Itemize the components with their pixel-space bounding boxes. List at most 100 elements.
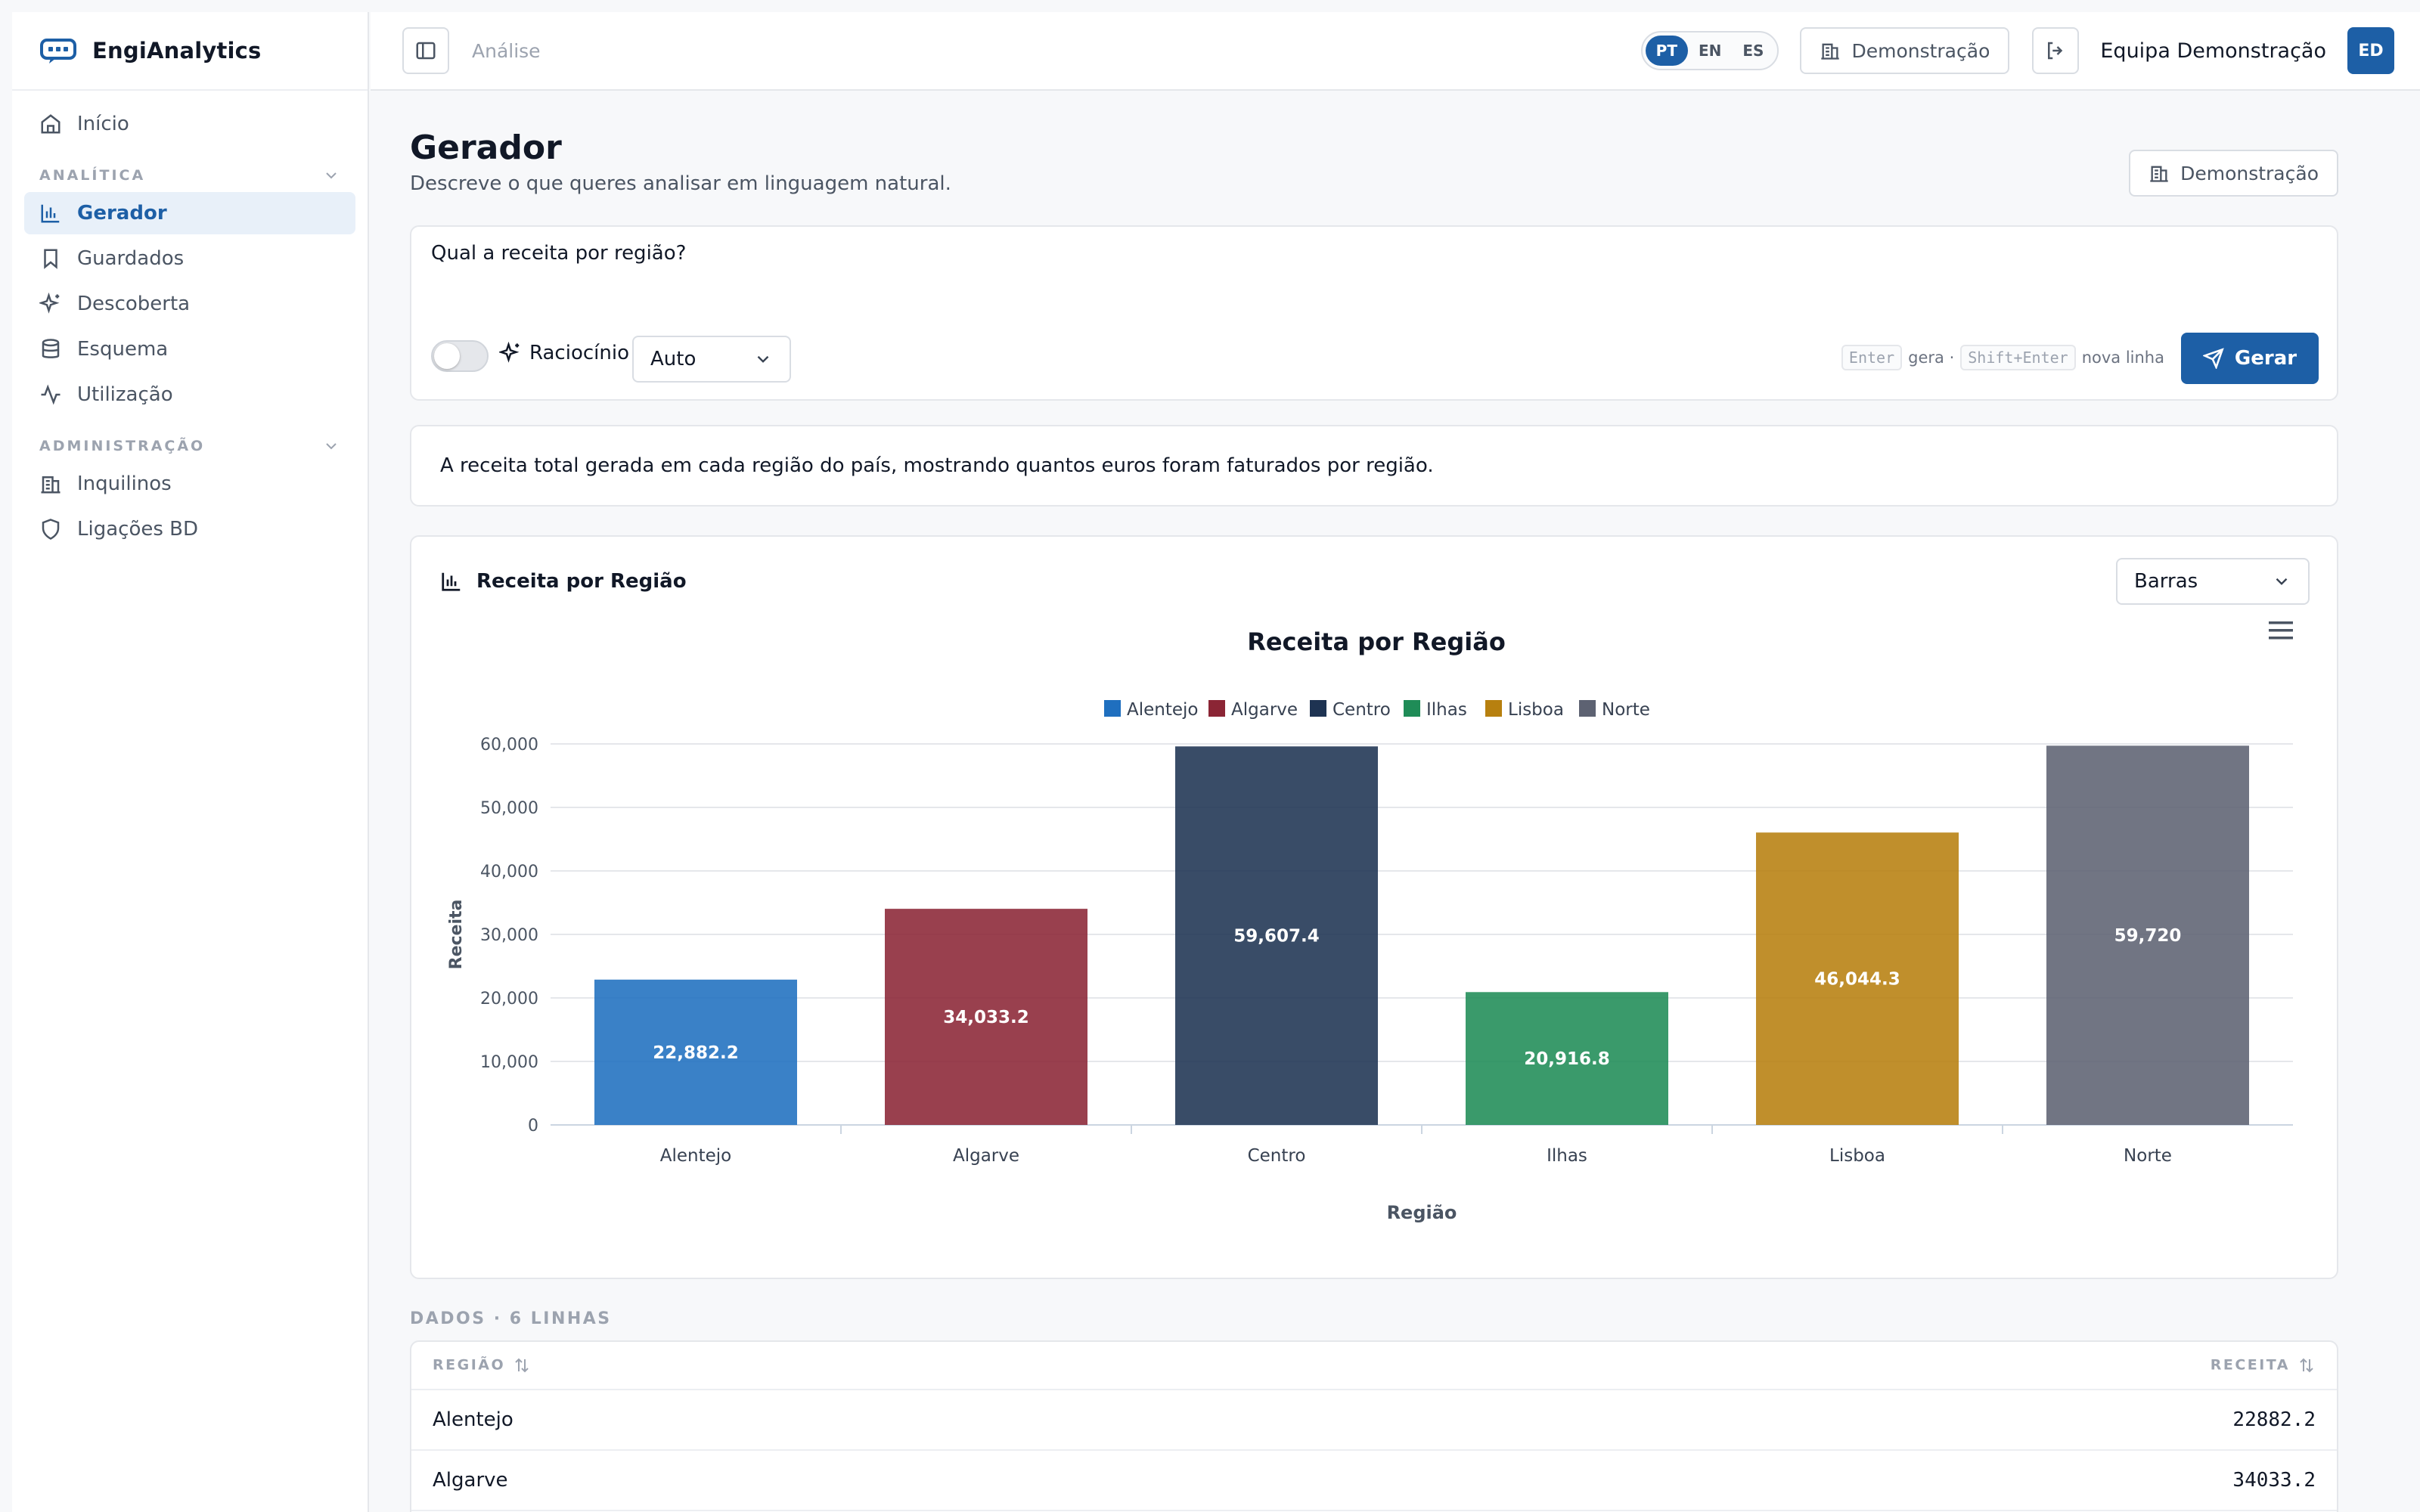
chevron-down-icon (757, 355, 769, 363)
sparkles-icon (499, 342, 520, 363)
chart-heading: Receita por Região (476, 570, 687, 593)
section-analitica[interactable]: ANALÍTICA (24, 159, 355, 192)
page-demo-button[interactable]: Demonstração (2129, 150, 2338, 197)
breadcrumb[interactable]: Análise (472, 39, 541, 62)
model-select-value: Auto (650, 348, 697, 370)
main-content: Gerador Descreve o que queres analisar e… (410, 91, 2338, 1512)
y-tick-label: 10,000 (480, 1053, 538, 1072)
language-option-en[interactable]: EN (1698, 42, 1722, 60)
y-tick-label: 40,000 (480, 863, 538, 881)
sidebar: EngiAnalytics Início ANALÍTICA Gerador G… (12, 12, 369, 1512)
x-tick-label: Alentejo (660, 1146, 731, 1166)
building-icon (1821, 43, 1840, 60)
cell-receita: 34033.2 (2232, 1469, 2316, 1492)
data-label: 34,033.2 (943, 1008, 1029, 1027)
chevron-down-icon (2276, 578, 2288, 585)
query-input[interactable]: Qual a receita por região? (431, 242, 687, 265)
legend-item: Norte (1602, 700, 1650, 720)
data-label: 59,720 (2114, 926, 2182, 946)
sidebar-item-utilizacao[interactable]: Utilização (24, 373, 355, 416)
sidebar-item-gerador[interactable]: Gerador (24, 192, 355, 234)
column-header-receita[interactable]: RECEITA (2211, 1356, 2316, 1374)
data-heading: DADOS · 6 LINHAS (410, 1309, 612, 1328)
bar-chart-icon (41, 204, 60, 223)
sidebar-item-label: Inquilinos (77, 472, 172, 495)
logout-icon (2048, 42, 2063, 60)
app-name: EngiAnalytics (92, 38, 262, 64)
table-header: REGIÃO RECEITA (411, 1342, 2337, 1390)
kbd-shift-enter: Shift+Enter (1960, 345, 2076, 370)
reasoning-toggle[interactable] (431, 340, 489, 372)
language-option-pt[interactable]: PT (1645, 36, 1688, 66)
bar-chart-icon (442, 572, 461, 591)
page-title: Gerador (410, 129, 562, 167)
avatar[interactable]: ED (2347, 27, 2394, 74)
sidebar-item-ligacoes-bd[interactable]: Ligações BD (24, 508, 355, 550)
chart-card: Receita por Região Alentejo Algarve Centro I… (410, 535, 2338, 1279)
chart-header: Receita por Região (440, 570, 687, 593)
y-tick-label: 60,000 (480, 736, 538, 754)
keyboard-hint: Enter gera · Shift+Enter nova linha (1835, 345, 2164, 370)
y-tick-label: 20,000 (480, 990, 538, 1009)
legend-item: Centro (1333, 700, 1391, 720)
y-tick-label: 50,000 (480, 799, 538, 818)
model-select[interactable]: Auto (632, 336, 791, 383)
x-tick-label: Lisboa (1829, 1146, 1885, 1166)
sidebar-panel-icon (416, 42, 436, 60)
sidebar-item-label: Início (77, 113, 129, 135)
page-demo-label: Demonstração (2180, 162, 2319, 184)
x-tick-label: Algarve (953, 1146, 1019, 1166)
section-administracao[interactable]: ADMINISTRAÇÃO (24, 429, 355, 463)
language-option-es[interactable]: ES (1742, 42, 1764, 60)
generate-button[interactable]: Gerar (2181, 333, 2319, 384)
chart-menu-icon[interactable] (2269, 621, 2293, 640)
tenant-demo-button[interactable]: Demonstração (1800, 27, 2010, 74)
legend-item: Algarve (1231, 700, 1298, 720)
x-tick-label: Norte (2124, 1146, 2172, 1166)
bar-alentejo (594, 979, 797, 1125)
logout-button[interactable] (2032, 27, 2080, 74)
legend-item: Alentejo (1127, 700, 1198, 720)
x-tick-label: Centro (1248, 1146, 1306, 1166)
reasoning-label: Raciocínio (499, 342, 629, 364)
logo-icon (40, 39, 76, 64)
activity-icon (41, 384, 60, 405)
cell-receita: 22882.2 (2232, 1408, 2316, 1431)
shield-icon (42, 519, 60, 540)
x-axis-label: Região (1387, 1202, 1457, 1223)
data-table: REGIÃO RECEITA Alentejo 22882.2 Algarve … (410, 1340, 2338, 1512)
sidebar-item-esquema[interactable]: Esquema (24, 328, 355, 370)
legend-swatch (1310, 700, 1326, 717)
send-icon (2202, 348, 2224, 369)
chart-type-value: Barras (2134, 570, 2198, 593)
bar-ilhas (1466, 992, 1668, 1125)
tenant-demo-label: Demonstração (1851, 39, 1990, 62)
sidebar-item-guardados[interactable]: Guardados (24, 237, 355, 280)
legend-swatch (1485, 700, 1502, 717)
chart-type-select[interactable]: Barras (2116, 558, 2310, 605)
building-icon (2150, 166, 2168, 182)
sidebar-item-inquilinos[interactable]: Inquilinos (24, 463, 355, 505)
chevron-down-icon (326, 443, 337, 450)
sidebar-item-descoberta[interactable]: Descoberta (24, 283, 355, 325)
toggle-sidebar-button[interactable] (402, 27, 449, 74)
column-header-label: RECEITA (2210, 1356, 2290, 1374)
bar-algarve (885, 909, 1087, 1125)
sidebar-item-inicio[interactable]: Início (24, 103, 355, 145)
legend-swatch (1104, 700, 1121, 717)
page-header: Gerador Descreve o que queres analisar e… (410, 91, 2338, 225)
table-row: Algarve 34033.2 (411, 1451, 2337, 1511)
data-label: 46,044.3 (1814, 970, 1900, 990)
data-label: 59,607.4 (1233, 927, 1320, 947)
building-icon (41, 476, 60, 494)
kbd-enter: Enter (1841, 345, 1903, 370)
sidebar-item-label: Esquema (77, 338, 169, 361)
sidebar-item-label: Guardados (77, 247, 185, 270)
chart-title: Receita por Região (1247, 627, 1506, 656)
column-header-regiao[interactable]: REGIÃO (433, 1356, 531, 1374)
y-axis-label: Receita (447, 900, 466, 970)
legend-item: Ilhas (1426, 700, 1467, 720)
brand[interactable]: EngiAnalytics (12, 12, 368, 91)
sparkles-icon (39, 293, 60, 314)
x-tick-label: Ilhas (1547, 1146, 1587, 1166)
